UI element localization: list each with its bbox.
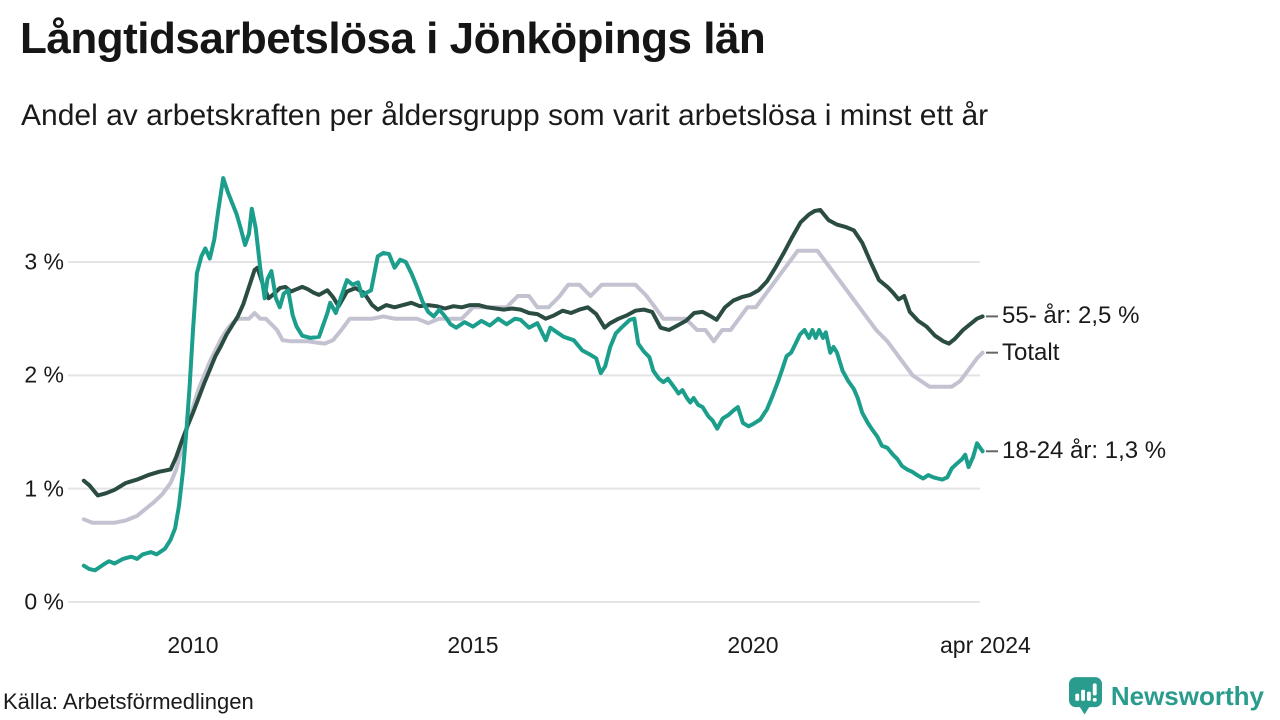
series-end-label-18-24-år: 18-24 år: 1,3 % bbox=[1002, 437, 1167, 465]
x-axis-label-apr-2024: apr 2024 bbox=[939, 632, 1031, 658]
source-note: Källa: Arbetsförmedlingen bbox=[3, 689, 254, 714]
series-end-label-Totalt: Totalt bbox=[1002, 338, 1060, 366]
y-axis-label-0pct: 0 % bbox=[24, 588, 64, 615]
x-axis-label-2020: 2020 bbox=[727, 632, 779, 658]
series-line-Totalt bbox=[81, 248, 985, 525]
page-subtitle: Andel av arbetskraften per åldersgrupp s… bbox=[21, 99, 989, 132]
brand-logo: Newsworthy bbox=[1068, 677, 1264, 715]
series-end-label-55--år: 55- år: 2,5 % bbox=[1002, 302, 1140, 330]
y-axis-label-1pct: 1 % bbox=[24, 475, 64, 502]
newsworthy-speech-bubble-chart-icon bbox=[1068, 677, 1102, 715]
series-line-18-24-år bbox=[81, 176, 985, 573]
series-line-55--år bbox=[81, 207, 985, 498]
brand-name: Newsworthy bbox=[1110, 680, 1264, 711]
y-axis-label-3pct: 3 % bbox=[24, 248, 64, 275]
page-title: Långtidsarbetslösa i Jönköpings län bbox=[20, 14, 766, 63]
x-axis-label-2010: 2010 bbox=[167, 632, 219, 658]
x-axis-label-2015: 2015 bbox=[447, 632, 499, 658]
y-axis-label-2pct: 2 % bbox=[24, 361, 64, 388]
